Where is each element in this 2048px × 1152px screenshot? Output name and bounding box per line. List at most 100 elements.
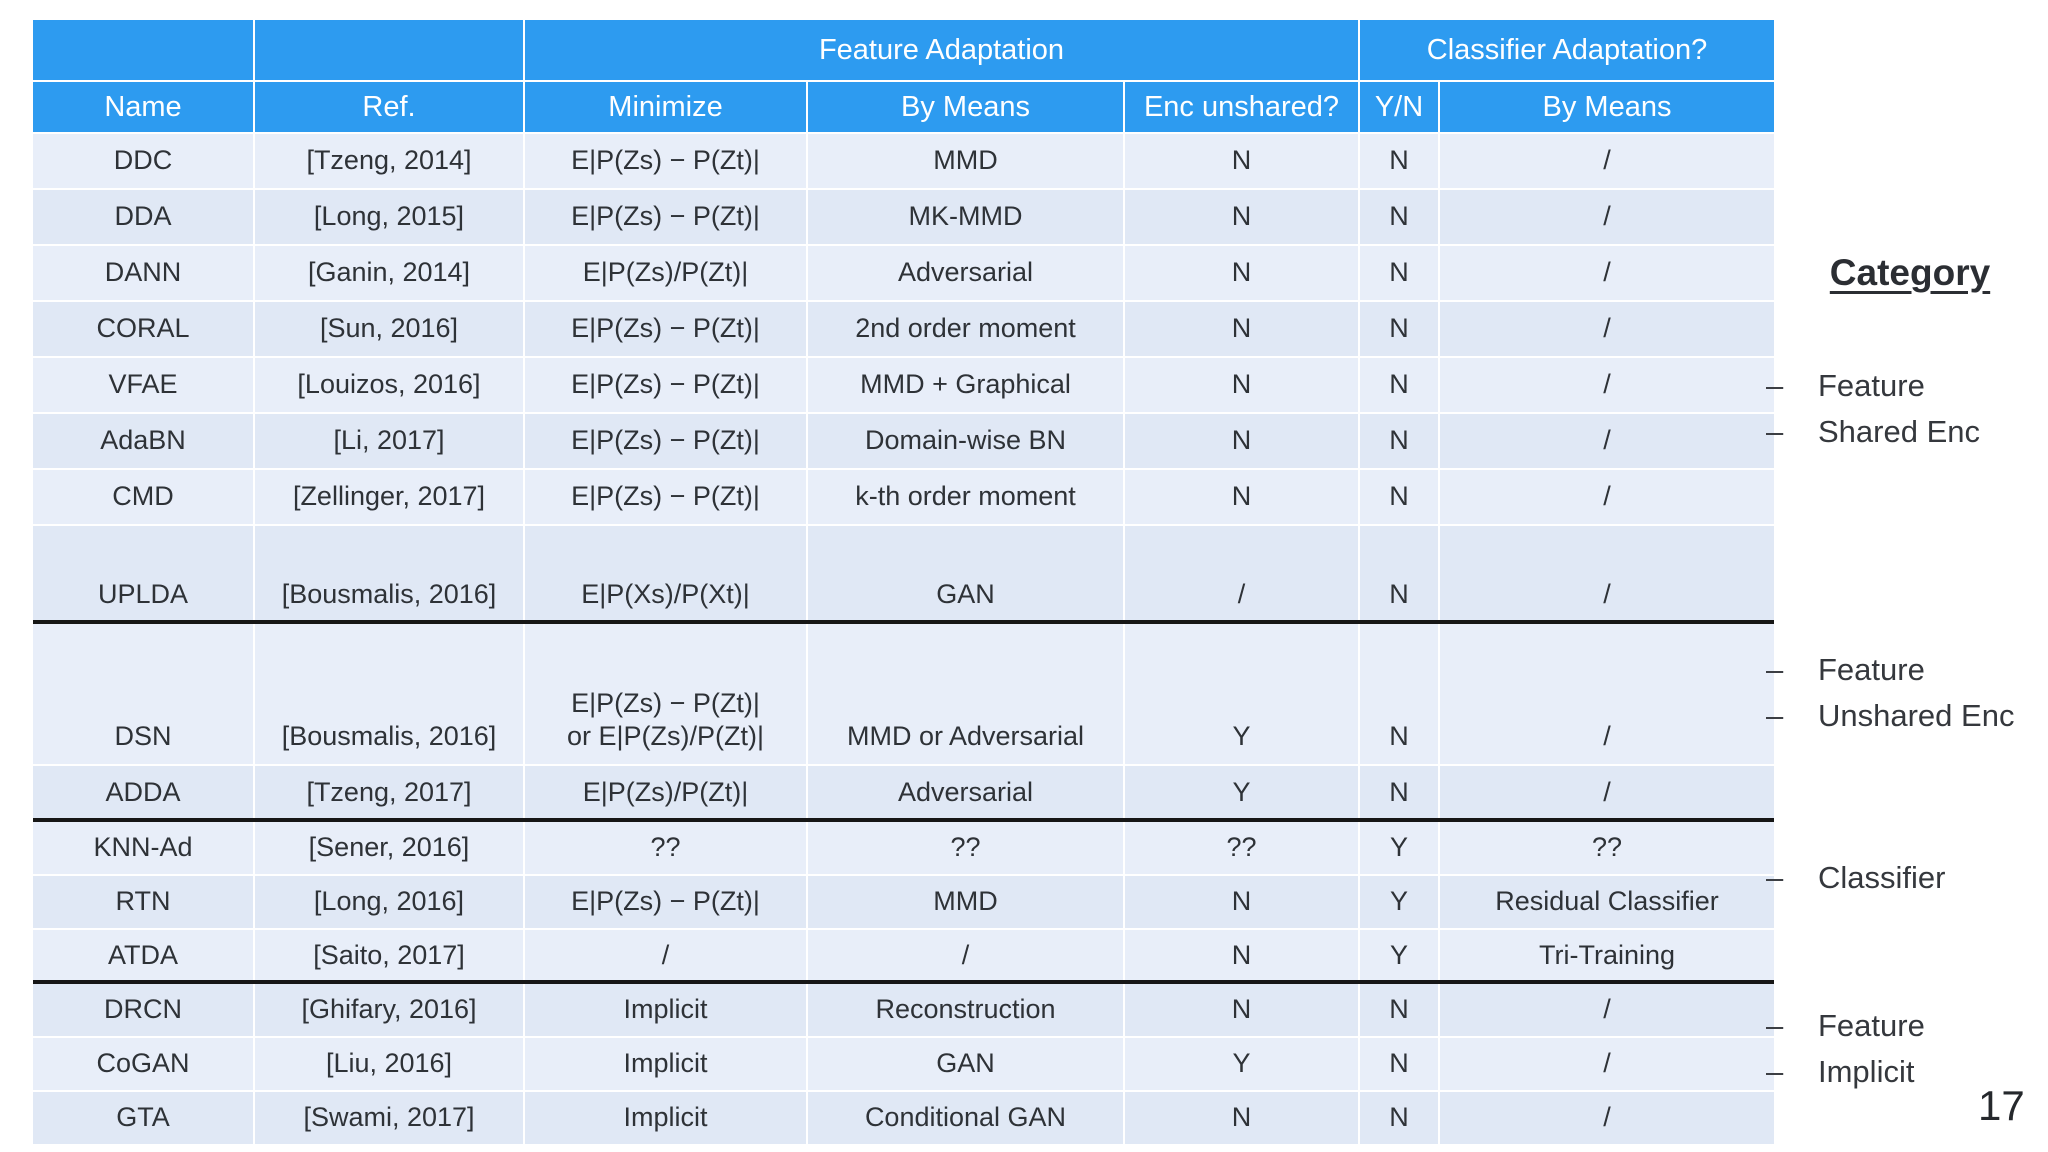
cell-method-name: DDA — [33, 190, 253, 244]
cell-method-name: CoGAN — [33, 1038, 253, 1090]
column-header-yn: Y/N — [1360, 82, 1438, 132]
cell-yn: N — [1360, 526, 1438, 622]
cell-minimize: E|P(Zs) − P(Zt)| — [525, 302, 806, 356]
page-number: 17 — [1978, 1082, 2025, 1129]
cell-reference: [Louizos, 2016] — [255, 358, 523, 412]
column-header-ref: Ref. — [255, 82, 523, 132]
category-item: – Feature — [1766, 652, 2048, 688]
category-item-label: Implicit — [1818, 1054, 1915, 1089]
cell-reference: [Zellinger, 2017] — [255, 470, 523, 524]
cell-reference: [Ghifary, 2016] — [255, 984, 523, 1036]
cell-minimize: Implicit — [525, 1038, 806, 1090]
cell-method-name: RTN — [33, 876, 253, 928]
dash-bullet: – — [1766, 860, 1784, 895]
cell-clf-by-means: Residual Classifier — [1440, 876, 1774, 928]
cell-reference: [Sun, 2016] — [255, 302, 523, 356]
category-item-label: Unshared Enc — [1818, 698, 2015, 733]
cell-minimize: E|P(Zs)/P(Zt)| — [525, 766, 806, 820]
cell-minimize: E|P(Zs) − P(Zt)| — [525, 358, 806, 412]
cell-clf-by-means: / — [1440, 134, 1774, 188]
category-panel-title: Category — [1829, 252, 1991, 293]
cell-enc-unshared: N — [1125, 470, 1358, 524]
cell-enc-unshared: N — [1125, 190, 1358, 244]
cell-method-name: KNN-Ad — [33, 822, 253, 874]
category-item-label: Feature — [1818, 652, 1925, 687]
cell-clf-by-means: / — [1440, 1092, 1774, 1144]
column-header-minimize: Minimize — [525, 82, 806, 132]
category-item: – Implicit — [1766, 1054, 2048, 1090]
cell-method-name: DSN — [33, 624, 253, 764]
cell-method-name: CMD — [33, 470, 253, 524]
dash-bullet: – — [1766, 1054, 1784, 1089]
column-header-name: Name — [33, 82, 253, 132]
category-item-label: Feature — [1818, 368, 1925, 403]
category-item-label: Classifier — [1818, 860, 1946, 895]
cell-enc-unshared: N — [1125, 246, 1358, 300]
cell-method-name: UPLDA — [33, 526, 253, 622]
cell-by-means: / — [808, 930, 1123, 982]
dash-bullet: – — [1766, 698, 1784, 733]
cell-by-means: MMD + Graphical — [808, 358, 1123, 412]
cell-yn: N — [1360, 302, 1438, 356]
cell-reference: [Bousmalis, 2016] — [255, 526, 523, 622]
cell-minimize: E|P(Xs)/P(Xt)| — [525, 526, 806, 622]
cell-enc-unshared: N — [1125, 414, 1358, 468]
cell-by-means: MMD — [808, 876, 1123, 928]
table-grid: Feature Adaptation Classifier Adaptation… — [33, 20, 1774, 1144]
cell-minimize: / — [525, 930, 806, 982]
cell-enc-unshared: Y — [1125, 624, 1358, 764]
corner-cell-name — [33, 20, 253, 80]
cell-method-name: ADDA — [33, 766, 253, 820]
cell-method-name: DANN — [33, 246, 253, 300]
column-header-clf-by-means: By Means — [1440, 82, 1774, 132]
cell-yn: N — [1360, 1038, 1438, 1090]
cell-clf-by-means: / — [1440, 984, 1774, 1036]
cell-method-name: GTA — [33, 1092, 253, 1144]
cell-by-means: Domain-wise BN — [808, 414, 1123, 468]
cell-by-means: Adversarial — [808, 766, 1123, 820]
cell-by-means: Adversarial — [808, 246, 1123, 300]
cell-clf-by-means: / — [1440, 470, 1774, 524]
cell-enc-unshared: N — [1125, 984, 1358, 1036]
category-item-label: Shared Enc — [1818, 414, 1980, 449]
cell-clf-by-means: / — [1440, 358, 1774, 412]
cell-by-means: MMD — [808, 134, 1123, 188]
cell-by-means: Conditional GAN — [808, 1092, 1123, 1144]
cell-method-name: DDC — [33, 134, 253, 188]
cell-method-name: CORAL — [33, 302, 253, 356]
cell-clf-by-means: / — [1440, 624, 1774, 764]
cell-clf-by-means: / — [1440, 766, 1774, 820]
corner-cell-ref — [255, 20, 523, 80]
cell-reference: [Bousmalis, 2016] — [255, 624, 523, 764]
cell-minimize: E|P(Zs) − P(Zt)| — [525, 470, 806, 524]
cell-by-means: 2nd order moment — [808, 302, 1123, 356]
cell-enc-unshared: ?? — [1125, 822, 1358, 874]
cell-enc-unshared: N — [1125, 1092, 1358, 1144]
cell-enc-unshared: / — [1125, 526, 1358, 622]
cell-clf-by-means: / — [1440, 1038, 1774, 1090]
cell-by-means: MMD or Adversarial — [808, 624, 1123, 764]
cell-enc-unshared: N — [1125, 930, 1358, 982]
adaptation-table: Feature Adaptation Classifier Adaptation… — [33, 20, 1774, 1144]
category-item: – Feature — [1766, 368, 2048, 404]
cell-yn: N — [1360, 470, 1438, 524]
cell-enc-unshared: Y — [1125, 1038, 1358, 1090]
cell-by-means: GAN — [808, 1038, 1123, 1090]
cell-reference: [Long, 2016] — [255, 876, 523, 928]
column-header-by-means: By Means — [808, 82, 1123, 132]
cell-by-means: ?? — [808, 822, 1123, 874]
cell-minimize: E|P(Zs) − P(Zt)| — [525, 134, 806, 188]
cell-clf-by-means: / — [1440, 526, 1774, 622]
cell-yn: Y — [1360, 930, 1438, 982]
cell-reference: [Long, 2015] — [255, 190, 523, 244]
cell-yn: N — [1360, 414, 1438, 468]
cell-minimize: E|P(Zs) − P(Zt)| or E|P(Zs)/P(Zt)| — [525, 624, 806, 764]
cell-method-name: AdaBN — [33, 414, 253, 468]
cell-clf-by-means: ?? — [1440, 822, 1774, 874]
cell-yn: N — [1360, 246, 1438, 300]
cell-reference: [Ganin, 2014] — [255, 246, 523, 300]
cell-minimize: E|P(Zs) − P(Zt)| — [525, 190, 806, 244]
cell-by-means: Reconstruction — [808, 984, 1123, 1036]
cell-reference: [Saito, 2017] — [255, 930, 523, 982]
cell-yn: N — [1360, 358, 1438, 412]
